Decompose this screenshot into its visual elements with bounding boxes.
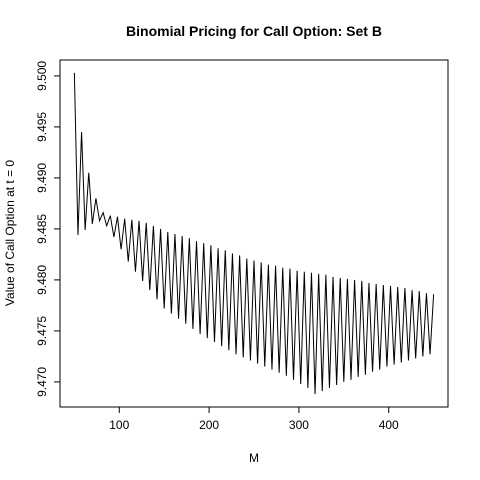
chart-title: Binomial Pricing for Call Option: Set B bbox=[126, 23, 382, 39]
y-tick-label: 9.500 bbox=[35, 61, 49, 91]
y-tick-label: 9.485 bbox=[35, 214, 49, 244]
x-axis-label: M bbox=[249, 451, 259, 465]
data-line bbox=[73, 72, 435, 395]
y-tick-label: 9.490 bbox=[35, 163, 49, 193]
y-tick-label: 9.470 bbox=[35, 367, 49, 397]
x-tick-label: 100 bbox=[109, 418, 129, 432]
y-tick-label: 9.475 bbox=[35, 316, 49, 346]
x-tick-label: 300 bbox=[289, 418, 309, 432]
y-axis-label: Value of Call Option at t = 0 bbox=[3, 160, 17, 307]
y-tick-label: 9.480 bbox=[35, 265, 49, 295]
plot-frame bbox=[59, 59, 449, 408]
y-tick-label: 9.495 bbox=[35, 112, 49, 142]
x-tick-label: 400 bbox=[379, 418, 399, 432]
x-tick-label: 200 bbox=[199, 418, 219, 432]
